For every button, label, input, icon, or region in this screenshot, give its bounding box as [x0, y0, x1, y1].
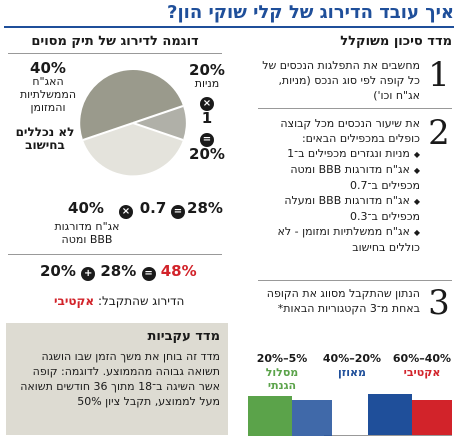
step-number: 1 — [428, 55, 450, 95]
divider — [258, 280, 452, 281]
risk-index-heading: מדד סיכון משוקלל — [340, 34, 452, 49]
label-stocks: 20% מניות — [186, 61, 228, 91]
category-label-defensive: מסלול הגנתי — [265, 366, 299, 392]
bullet-item: אג"ח מדורגות BBB ומטה מכפילים ב־0.7 — [258, 162, 420, 193]
text-stocks: מניות — [194, 77, 220, 90]
divider — [258, 108, 452, 109]
category-label-balanced: מאוזן — [338, 366, 366, 379]
category-bars — [324, 388, 452, 436]
final-b: 28% — [100, 262, 137, 280]
label-excluded: לא נכללים בחישוב — [15, 125, 75, 152]
step-text: הנתון שהתקבל מסווג את הקופה באחת מ־3 הקט… — [266, 287, 420, 315]
multiplier-bbb: 0.7 — [139, 199, 167, 217]
divider — [8, 254, 222, 255]
bullet-item: מניות ונגזרים מכפילים ב־1 — [258, 146, 420, 162]
final-result: 48% — [160, 262, 197, 280]
step-2: 2 את שיעור הנכסים מכל קבוצה כופלים במכפי… — [258, 116, 452, 280]
label-bbb: 40% — [56, 199, 116, 217]
pie-slice-stocks — [133, 106, 186, 140]
consistency-heading: מדד עקביות — [147, 329, 220, 344]
bar-balanced-overlap — [292, 400, 332, 436]
step-number: 2 — [428, 113, 450, 153]
multiplier-stocks: 1 — [201, 109, 213, 127]
step-text: את שיעור הנכסים מכל קבוצה כופלים במכפילי… — [258, 116, 421, 255]
bar-active — [408, 400, 452, 435]
plus-sign: + — [81, 267, 96, 281]
rating-label: הדירוג שהתקבל: — [97, 294, 185, 308]
example-pie-chart — [80, 70, 186, 176]
step-text: מחשבים את התפלגות הנכסים של כל קופה לפי … — [262, 59, 420, 102]
pct-bbb: 40% — [68, 199, 104, 217]
pie-slice-government — [80, 70, 133, 140]
equals-sign: = — [198, 132, 216, 147]
consistency-box: מדד עקביות מדד זה בוחן את משך הזמן שבו ה… — [6, 323, 228, 435]
step-intro: את שיעור הנכסים מכל קבוצה כופלים במכפילי… — [280, 117, 420, 145]
rating-line: הדירוג שהתקבל: אקטיבי — [54, 294, 184, 308]
bullet-item: אג"ח מדורגות BBB ומעלה מכפילים ב־0.3 — [258, 193, 420, 224]
times-sign: × — [118, 204, 134, 219]
example-heading: דוגמה לדירוג של תיק מסוים — [8, 34, 222, 54]
pct-government: 40% — [30, 59, 66, 77]
bullet-item: אג"ח ממשלתיות ומזומן - לא כוללים בחישוב — [258, 224, 421, 255]
text-government: האג"ח הממשלתיות והמזומן — [19, 75, 77, 114]
times-sign: × — [198, 96, 216, 111]
rating-value: אקטיבי — [54, 294, 95, 308]
bar-defensive — [248, 396, 292, 436]
equals-sign: = — [141, 267, 156, 281]
step-3: 3 הנתון שהתקבל מסווג את הקופה באחת מ־3 ה… — [258, 286, 452, 336]
category-range: 20%–40% — [322, 352, 382, 365]
pct-stocks: 20% — [189, 61, 225, 79]
category-range: 40%–60% — [392, 352, 452, 365]
consistency-body: מדד זה בוחן את משך הזמן שבו הושגה תשואה … — [20, 350, 220, 408]
result-stocks: 20% — [189, 145, 225, 163]
category-label-active: אקטיבי — [403, 366, 441, 379]
bar-balanced — [368, 394, 412, 435]
result-bbb: 28% — [187, 199, 223, 217]
page-title: איך עובד הדירוג של קלי שוקי הון? — [4, 0, 454, 28]
label-government: 40% האג"ח הממשלתיות והמזומן — [8, 59, 88, 115]
category-range: 5%–20% — [256, 352, 308, 365]
equals-sign: = — [170, 204, 186, 219]
pie-slice-bbb-below — [83, 123, 183, 176]
step-number: 3 — [428, 283, 450, 323]
step-1: 1 מחשבים את התפלגות הנכסים של כל קופה לפ… — [258, 58, 452, 104]
text-bbb: אג"ח מדורגות BBB ומטה — [54, 220, 120, 246]
final-formula: 20% + 28% = 48% — [40, 262, 197, 281]
final-a: 20% — [40, 262, 76, 280]
